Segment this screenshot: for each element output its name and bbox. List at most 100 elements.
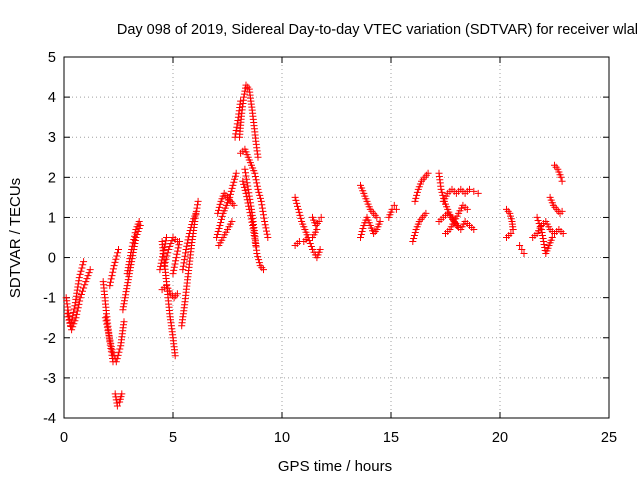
data-point [463, 205, 471, 213]
data-point [63, 310, 71, 318]
data-point [84, 272, 92, 280]
data-point [192, 209, 200, 217]
data-point [317, 213, 325, 221]
data-point [358, 228, 366, 235]
data-point [559, 230, 567, 237]
data-point [466, 185, 473, 193]
data-point [258, 201, 266, 209]
data-point [263, 230, 271, 238]
data-point [73, 307, 81, 315]
data-point [470, 226, 478, 233]
data-point [263, 227, 270, 235]
data-point [123, 270, 131, 278]
data-point [123, 282, 131, 290]
data-point [261, 221, 269, 229]
data-point [259, 207, 267, 215]
data-point [357, 234, 364, 241]
data-point [168, 237, 176, 244]
data-point [194, 201, 201, 209]
data-point [313, 226, 321, 233]
data-point [214, 228, 222, 235]
data-point [183, 239, 191, 247]
data-point [536, 223, 544, 230]
data-point [194, 197, 202, 205]
data-point [105, 330, 113, 338]
data-point [509, 226, 517, 233]
data-point [518, 246, 526, 253]
data-point [111, 390, 119, 398]
data-point [163, 234, 170, 241]
data-point [124, 264, 132, 272]
data-point [295, 208, 303, 216]
data-point [106, 336, 114, 344]
data-point [163, 252, 171, 260]
data-point [239, 177, 247, 185]
data-point [179, 266, 187, 274]
data-point [413, 188, 421, 196]
data-point [174, 244, 182, 252]
y-tick-label: -1 [43, 291, 56, 307]
data-point [77, 291, 85, 298]
data-point [113, 355, 121, 363]
data-point [229, 181, 237, 189]
data-point [103, 323, 111, 331]
data-point [171, 260, 179, 268]
data-point [241, 87, 249, 95]
data-point [249, 225, 257, 233]
data-point [124, 276, 132, 284]
data-point [109, 268, 117, 276]
data-point [76, 297, 84, 305]
grid [64, 57, 609, 418]
data-point [231, 133, 239, 141]
data-point [218, 212, 226, 220]
data-point [135, 218, 143, 225]
data-point [109, 349, 117, 357]
data-point [261, 218, 269, 225]
data-point [245, 202, 253, 210]
data-point [112, 255, 120, 263]
data-point [410, 232, 418, 239]
data-point [264, 234, 272, 241]
data-point [260, 266, 267, 274]
data-point [71, 317, 79, 325]
data-point [79, 287, 86, 295]
data-point [292, 196, 300, 204]
data-point [424, 169, 432, 177]
y-tick-label: -2 [43, 331, 56, 347]
data-point [250, 232, 258, 239]
data-point [114, 249, 122, 257]
data-point [251, 169, 259, 177]
data-point [167, 240, 175, 247]
data-point [107, 275, 115, 283]
data-point [255, 256, 263, 264]
y-tick-label: -3 [43, 371, 56, 387]
data-point [256, 191, 264, 199]
data-point [520, 250, 528, 257]
data-point [185, 230, 193, 237]
data-point [65, 316, 73, 324]
data-point [516, 242, 524, 249]
data-point [294, 205, 302, 213]
data-point [107, 278, 114, 286]
data-point [108, 346, 116, 354]
x-tick-label: 5 [169, 430, 177, 446]
data-point [257, 194, 264, 202]
y-tick-label: 5 [48, 50, 56, 66]
data-point [175, 241, 183, 249]
data-point [162, 237, 170, 245]
data-point [120, 318, 128, 326]
data-point [252, 176, 260, 184]
data-point [79, 261, 87, 269]
data-point [241, 186, 249, 194]
data-point [253, 250, 261, 257]
data-point [213, 234, 221, 241]
data-point [296, 211, 304, 219]
y-tick-labels: -4 -3 -2 -1 0 1 2 3 4 5 [43, 50, 56, 427]
data-point [81, 281, 89, 289]
data-point [215, 225, 223, 232]
data-point [113, 252, 121, 260]
data-point [231, 175, 239, 183]
data-point [106, 282, 114, 290]
data-point [253, 179, 261, 187]
data-point [216, 200, 224, 208]
